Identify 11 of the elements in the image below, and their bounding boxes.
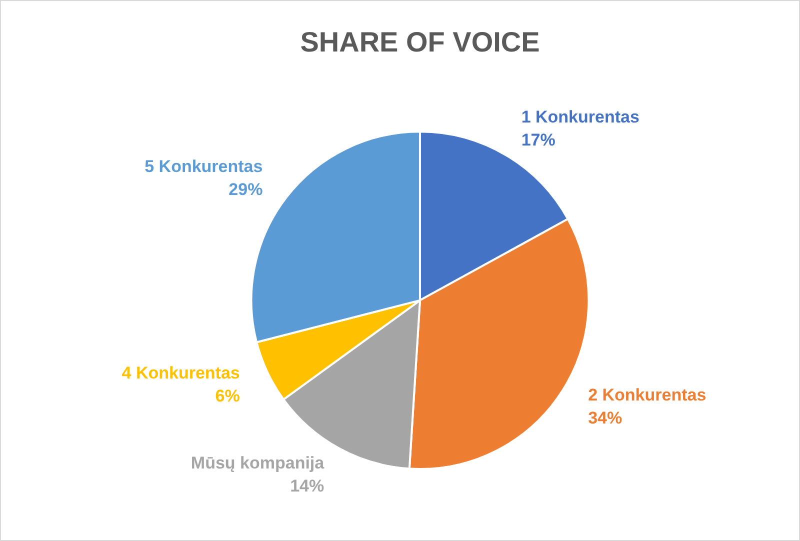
data-label: 34% bbox=[588, 408, 622, 428]
chart-title: SHARE OF VOICE bbox=[300, 26, 540, 58]
data-label: 29% bbox=[228, 180, 263, 199]
slice-label: 1 Konkurentas bbox=[521, 108, 640, 127]
slice-label: 5 Konkurentas bbox=[144, 156, 263, 176]
data-label: 14% bbox=[290, 476, 324, 496]
slice-label: 4 Konkurentas bbox=[122, 364, 240, 383]
slice-label: 2 Konkurentas bbox=[588, 386, 706, 405]
data-label: 17% bbox=[521, 130, 556, 150]
data-label: 6% bbox=[215, 386, 240, 406]
slice-label: Mūsų kompanija bbox=[190, 453, 325, 472]
